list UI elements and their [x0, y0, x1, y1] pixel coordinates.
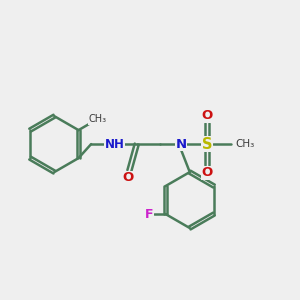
Text: CH₃: CH₃: [236, 139, 255, 149]
Text: O: O: [202, 109, 213, 122]
Text: NH: NH: [105, 138, 124, 151]
Text: CH₃: CH₃: [88, 114, 106, 124]
Text: N: N: [176, 138, 187, 151]
Text: O: O: [122, 172, 134, 184]
Text: O: O: [202, 166, 213, 179]
Text: F: F: [145, 208, 154, 220]
Text: S: S: [202, 136, 213, 152]
